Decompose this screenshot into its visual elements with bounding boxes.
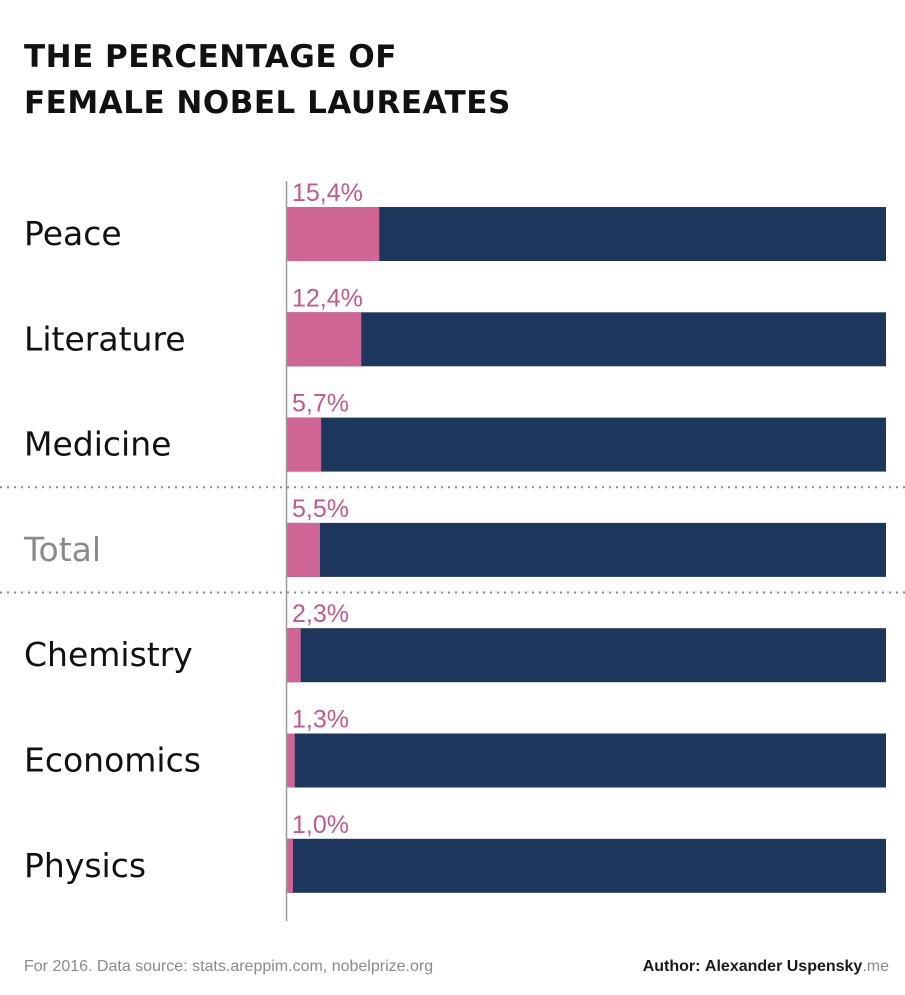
bar-female-physics: [287, 838, 293, 893]
bar-female-literature: [287, 312, 362, 367]
bar-male-economics: [287, 733, 886, 788]
value-label-total: 5,5%: [292, 495, 349, 523]
author-name: Alexander Uspensky: [704, 958, 863, 975]
bar-female-economics: [287, 733, 295, 788]
data-source-note: For 2016. Data source: stats.areppim.com…: [24, 958, 434, 975]
bar-male-physics: [287, 838, 886, 893]
value-label-peace: 15,4%: [292, 179, 363, 207]
chart-title: THE PERCENTAGE OF FEMALE NOBEL LAUREATES: [24, 34, 724, 126]
chart-title-line-1: THE PERCENTAGE OF: [24, 39, 397, 75]
category-label-economics: Economics: [24, 741, 201, 780]
category-label-chemistry: Chemistry: [24, 635, 193, 674]
category-label-physics: Physics: [24, 846, 146, 885]
author-label: Author:: [642, 958, 701, 975]
bar-female-chemistry: [287, 628, 301, 683]
value-label-economics: 1,3%: [292, 706, 349, 734]
chart-title-line-2: FEMALE NOBEL LAUREATES: [24, 85, 511, 121]
bar-male-literature: [287, 312, 886, 367]
category-label-medicine: Medicine: [24, 425, 171, 464]
bar-female-total: [287, 522, 320, 577]
bar-female-medicine: [287, 417, 322, 472]
bar-female-peace: [287, 207, 380, 261]
category-label-total: Total: [23, 530, 101, 569]
bar-male-peace: [287, 207, 886, 261]
bar-male-total: [287, 522, 886, 577]
value-label-chemistry: 2,3%: [292, 600, 349, 628]
author-suffix: .me: [862, 958, 889, 975]
category-label-peace: Peace: [24, 214, 122, 253]
author-credit: Author: Alexander Uspensky.me: [643, 958, 889, 976]
bar-male-chemistry: [287, 628, 886, 683]
bar-male-medicine: [287, 417, 886, 472]
category-label-literature: Literature: [24, 319, 186, 358]
value-label-literature: 12,4%: [292, 284, 363, 312]
value-label-physics: 1,0%: [292, 811, 349, 839]
value-label-medicine: 5,7%: [292, 390, 349, 418]
